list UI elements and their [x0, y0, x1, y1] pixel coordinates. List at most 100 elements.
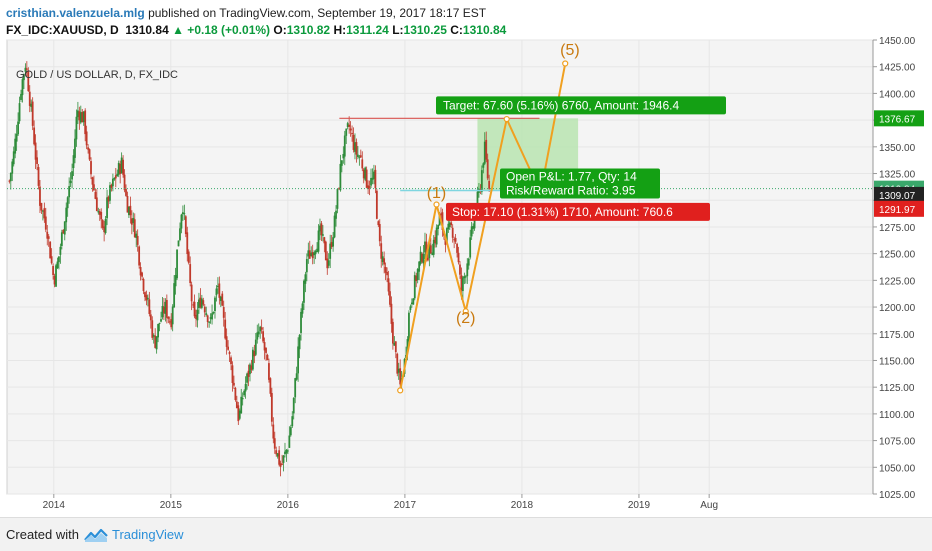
candle-body — [260, 327, 263, 330]
target-price-tag-text: 1376.67 — [879, 114, 916, 125]
candle-body — [266, 354, 269, 361]
candle-body — [480, 170, 483, 193]
candle-body — [391, 321, 394, 344]
candle-body — [214, 297, 216, 312]
candle-body — [94, 192, 97, 199]
candle-body — [228, 351, 231, 355]
candle-body — [393, 342, 396, 346]
plot-area[interactable] — [6, 39, 874, 495]
candle-body — [233, 382, 235, 386]
candle-body — [358, 156, 361, 158]
candle-body — [483, 141, 486, 164]
candle-body — [20, 94, 22, 100]
candle-body — [383, 258, 386, 265]
candle-body — [155, 336, 158, 350]
candle-body — [53, 275, 56, 285]
candle-body — [52, 266, 54, 275]
candle-body — [241, 397, 244, 400]
created-with-text: Created with — [6, 527, 79, 542]
x-tick-label: 2016 — [277, 500, 300, 511]
candle-body — [41, 210, 44, 212]
candle-body — [189, 264, 192, 284]
candle-body — [85, 131, 88, 146]
candle-body — [46, 231, 49, 239]
candle-body — [113, 177, 116, 180]
candle-body — [181, 212, 184, 215]
candle-body — [362, 169, 365, 179]
y-tick-label: 1225.00 — [879, 276, 916, 287]
candle-body — [222, 307, 225, 318]
candle-body — [179, 228, 181, 241]
candle-body — [279, 463, 282, 467]
x-tick-label: 2015 — [160, 500, 183, 511]
y-tick-label: 1450.00 — [879, 36, 916, 47]
candle-body — [9, 172, 12, 182]
candle-body — [375, 190, 378, 219]
candle-body — [202, 300, 205, 305]
time-axis[interactable]: 2014 2015 2016 2017 2018 2019 Aug — [43, 494, 718, 511]
long-position-tool[interactable]: Target: 67.60 (5.16%) 6760, Amount: 1946… — [436, 96, 726, 221]
candle-body — [230, 357, 232, 365]
candle-body — [168, 321, 171, 323]
candle-body — [313, 252, 316, 256]
candle-body — [31, 101, 34, 126]
candle-body — [332, 237, 335, 247]
candle-body — [145, 295, 148, 301]
candle-body — [319, 225, 321, 232]
candle-body — [463, 276, 466, 279]
candle-body — [198, 299, 200, 309]
y-tick-label: 1050.00 — [879, 463, 916, 474]
candle-body — [381, 256, 384, 262]
wave-point — [462, 308, 469, 315]
x-tick-label: 2018 — [511, 500, 534, 511]
candle-body — [221, 293, 224, 306]
candle-body — [394, 341, 397, 353]
tradingview-brand-link[interactable]: TradingView — [112, 527, 184, 542]
candle-body — [151, 320, 154, 338]
candle-body — [343, 135, 346, 157]
candle-body — [262, 331, 265, 342]
entry-price-tag-text: 1309.07 — [879, 191, 916, 202]
candle-body — [327, 260, 330, 266]
candle-body — [406, 339, 409, 353]
candle-body — [426, 257, 429, 261]
price-chart[interactable]: 1450.001425.001400.001375.001350.001325.… — [0, 0, 932, 517]
low-label: L: — [392, 23, 404, 37]
y-tick-label: 1150.00 — [879, 356, 915, 367]
candle-body — [390, 303, 393, 324]
candle-body — [367, 185, 370, 190]
candle-body — [432, 239, 435, 255]
candle-body — [28, 91, 31, 106]
candle-body — [224, 319, 227, 339]
candle-body — [129, 205, 132, 216]
candle-body — [259, 326, 262, 332]
candle-body — [71, 171, 73, 180]
candle-body — [167, 316, 170, 319]
price-axis[interactable]: 1450.001425.001400.001375.001350.001325.… — [872, 36, 916, 501]
candle-body — [176, 249, 178, 279]
candle-body — [408, 312, 410, 342]
candle-body — [199, 297, 202, 308]
candle-body — [60, 232, 63, 246]
x-tick-label: 2014 — [43, 500, 66, 511]
close-label: C: — [450, 23, 463, 37]
candle-body — [311, 252, 314, 259]
candle-body — [238, 410, 241, 419]
candle-body — [380, 243, 383, 259]
candle-body — [308, 250, 311, 259]
candle-body — [203, 306, 206, 313]
candle-body — [208, 321, 211, 323]
candle-body — [154, 335, 157, 348]
footer: Created with TradingView — [0, 517, 932, 551]
candle-body — [40, 202, 43, 211]
candle-body — [298, 335, 301, 350]
candle-body — [183, 213, 186, 215]
candle-body — [225, 336, 228, 347]
candle-body — [329, 243, 332, 259]
candle-body — [21, 79, 24, 96]
candle-body — [445, 228, 448, 243]
candle-body — [142, 278, 145, 291]
candle-body — [425, 241, 428, 260]
author-link[interactable]: cristhian.valenzuela.mlg — [6, 6, 145, 20]
target-text: Target: 67.60 (5.16%) 6760, Amount: 1946… — [443, 98, 679, 112]
